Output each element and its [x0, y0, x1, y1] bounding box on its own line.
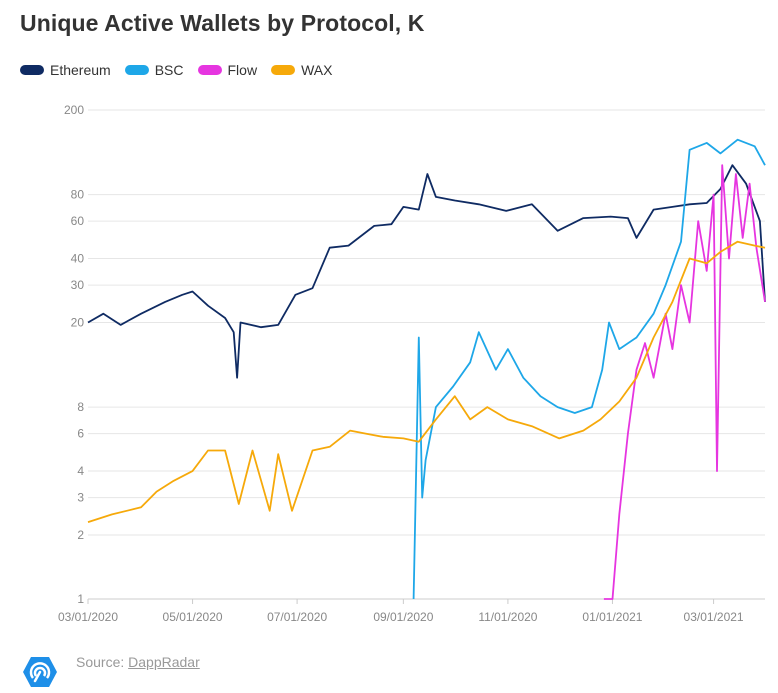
legend-swatch-wax — [271, 65, 296, 75]
legend-item-ethereum[interactable]: Ethereum — [20, 62, 111, 78]
legend-label-wax: WAX — [301, 62, 333, 78]
x-tick-label: 03/01/2021 — [684, 610, 744, 624]
series-line-bsc — [412, 138, 766, 600]
series-line-flow — [603, 164, 766, 600]
y-tick-label: 200 — [64, 103, 84, 117]
x-tick-label: 03/01/2020 — [58, 610, 118, 624]
legend-swatch-bsc — [124, 65, 149, 75]
series-line-ethereum — [87, 164, 766, 379]
x-tick-label: 11/01/2020 — [478, 610, 537, 624]
x-tick-label: 07/01/2020 — [267, 610, 327, 624]
source-link[interactable]: DappRadar — [128, 654, 200, 670]
y-tick-label: 30 — [71, 278, 85, 292]
y-tick-label: 60 — [71, 214, 85, 228]
source-note: Source: DappRadar — [76, 654, 200, 670]
y-tick-label: 8 — [77, 400, 84, 414]
y-tick-label: 80 — [71, 188, 85, 202]
y-tick-label: 2 — [77, 528, 84, 542]
series-line-wax — [87, 240, 766, 523]
legend-item-wax[interactable]: WAX — [271, 62, 332, 78]
y-tick-label: 1 — [77, 592, 84, 606]
source-label: Source: — [76, 654, 125, 670]
legend-item-bsc[interactable]: BSC — [124, 62, 184, 78]
y-tick-label: 40 — [71, 252, 85, 266]
legend-item-flow[interactable]: Flow — [197, 62, 258, 78]
legend-label-ethereum: Ethereum — [50, 62, 111, 78]
y-tick-label: 6 — [77, 427, 84, 441]
x-tick-label: 09/01/2020 — [373, 610, 433, 624]
legend-swatch-ethereum — [20, 65, 44, 75]
y-tick-label: 3 — [77, 491, 84, 505]
chart-title: Unique Active Wallets by Protocol, K — [20, 10, 425, 36]
legend-swatch-flow — [197, 65, 222, 75]
legend: Ethereum BSC Flow WAX — [20, 62, 346, 78]
dappradar-logo-icon — [23, 657, 57, 687]
legend-label-bsc: BSC — [154, 62, 184, 78]
x-tick-label: 01/01/2021 — [582, 610, 642, 624]
y-tick-label: 4 — [77, 464, 84, 478]
x-tick-label: 05/01/2020 — [163, 610, 223, 624]
legend-label-flow: Flow — [227, 62, 258, 78]
y-tick-label: 20 — [71, 316, 85, 330]
